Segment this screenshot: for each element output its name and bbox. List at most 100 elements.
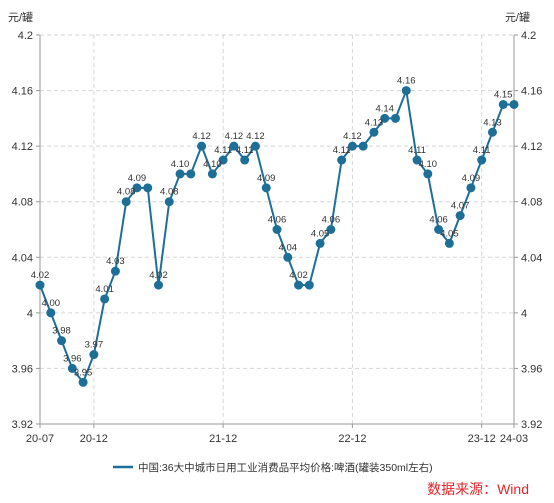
data-point xyxy=(455,211,465,221)
data-label: 4.11 xyxy=(408,145,426,156)
data-point xyxy=(444,238,454,248)
y-tick-label-left: 4 xyxy=(27,308,33,320)
data-point xyxy=(326,225,336,234)
data-label: 4.10 xyxy=(419,159,438,170)
data-point xyxy=(423,169,433,179)
legend: 中国:36大中城市日用工业消费品平均价格:啤酒(罐装350ml左右) xyxy=(113,461,433,474)
legend-label: 中国:36大中城市日用工业消费品平均价格:啤酒(罐装350ml左右) xyxy=(138,461,433,474)
axes xyxy=(39,35,515,425)
data-point xyxy=(186,169,196,179)
data-label: 4.11 xyxy=(236,145,254,156)
data-label: 4.04 xyxy=(279,242,298,253)
y-tick-label-right: 3.96 xyxy=(521,363,542,375)
data-point xyxy=(434,225,444,234)
series-group: 4.02 4.00 3.98 3.96 3.95 3.97 4.01 4.03 4.08 4.09… xyxy=(31,76,519,387)
y-tick-label-right: 4.04 xyxy=(521,252,542,264)
data-point xyxy=(154,280,163,290)
data-label: 3.95 xyxy=(74,367,93,378)
data-point xyxy=(412,155,422,165)
y-tick-label-left: 3.92 xyxy=(12,419,33,431)
data-point xyxy=(304,280,314,290)
data-label: 4.03 xyxy=(106,256,125,267)
data-point xyxy=(315,238,325,248)
data-label: 3.98 xyxy=(52,326,71,337)
y-tick-label-right: 4.12 xyxy=(521,141,542,153)
data-point xyxy=(67,363,77,373)
gridlines xyxy=(40,34,514,424)
data-point xyxy=(509,99,519,109)
data-point xyxy=(164,197,174,207)
data-point xyxy=(240,155,250,165)
y-tick-label-left: 3.96 xyxy=(12,363,33,375)
data-label: 4.12 xyxy=(192,131,211,142)
y-tick-label-right: 4.08 xyxy=(521,197,542,209)
data-point xyxy=(498,99,508,109)
data-point xyxy=(337,155,347,165)
y-tick-label-left: 4.12 xyxy=(12,141,33,153)
y-axis-unit-left: 元/罐 xyxy=(8,11,33,24)
data-label: 4.10 xyxy=(203,159,222,170)
data-label: 4.16 xyxy=(397,76,416,87)
data-label: 4.10 xyxy=(171,159,190,170)
data-point xyxy=(380,113,390,123)
y-tick-label-left: 4.04 xyxy=(12,252,33,264)
y-tick-label-right: 4.16 xyxy=(521,86,542,98)
data-label: 3.97 xyxy=(85,340,104,351)
data-label: 4.06 xyxy=(268,215,287,226)
data-label: 4.11 xyxy=(214,145,232,156)
data-label: 4.08 xyxy=(160,187,179,198)
x-tick-label: 23-12 xyxy=(468,433,496,445)
data-label: 4.00 xyxy=(42,298,61,309)
y-axis-left: 4.2 4.16 4.12 4.08 4.04 4 3.96 3.92 xyxy=(12,30,40,431)
data-point xyxy=(272,225,282,234)
data-point xyxy=(358,141,368,151)
y-tick-label-left: 4.08 xyxy=(12,197,33,209)
data-point xyxy=(207,169,217,179)
y-tick-label-left: 4.2 xyxy=(18,30,33,42)
data-label: 4.02 xyxy=(31,270,50,281)
x-tick-label: 24-03 xyxy=(500,433,528,445)
data-point xyxy=(78,377,88,387)
data-label: 4.13 xyxy=(365,117,384,128)
data-point xyxy=(487,127,497,137)
x-tick-label: 20-07 xyxy=(26,433,54,445)
data-label: 4.02 xyxy=(149,270,168,281)
data-label: 3.96 xyxy=(63,353,82,364)
data-point xyxy=(46,308,56,318)
data-point xyxy=(347,141,357,151)
source-note: 数据来源：Wind xyxy=(427,481,529,497)
data-point xyxy=(143,183,153,193)
data-point xyxy=(229,141,239,151)
data-label: 4.11 xyxy=(473,145,491,156)
data-point xyxy=(110,266,120,276)
data-point xyxy=(477,155,487,165)
data-label: 4.09 xyxy=(257,173,276,184)
data-label: 4.08 xyxy=(117,187,136,198)
data-label: 4.01 xyxy=(95,284,114,295)
data-point xyxy=(250,141,260,151)
data-label: 4.07 xyxy=(451,201,470,212)
data-label: 4.06 xyxy=(429,215,448,226)
data-label: 4.09 xyxy=(462,173,481,184)
y-axis-right: 4.2 4.16 4.12 4.08 4.04 4 3.96 3.92 xyxy=(514,30,542,431)
data-label: 4.13 xyxy=(483,117,502,128)
data-point xyxy=(132,183,142,193)
data-point xyxy=(283,252,293,262)
y-tick-label-right: 4.2 xyxy=(521,30,536,42)
data-label: 4.09 xyxy=(128,173,147,184)
data-label: 4.06 xyxy=(322,215,341,226)
y-tick-label-right: 4 xyxy=(521,308,527,320)
data-label: 4.14 xyxy=(375,103,394,114)
data-point xyxy=(121,197,131,207)
x-tick-label: 21-12 xyxy=(209,433,237,445)
data-label: 4.12 xyxy=(246,131,265,142)
data-point xyxy=(100,294,110,304)
data-point xyxy=(261,183,271,193)
data-point xyxy=(218,155,228,165)
x-axis: 20-07 20-12 21-12 22-12 23-12 24-03 xyxy=(26,424,528,445)
data-point xyxy=(175,169,185,179)
data-label: 4.05 xyxy=(311,228,330,239)
data-label: 4.05 xyxy=(440,228,459,239)
data-label: 4.15 xyxy=(494,89,513,100)
